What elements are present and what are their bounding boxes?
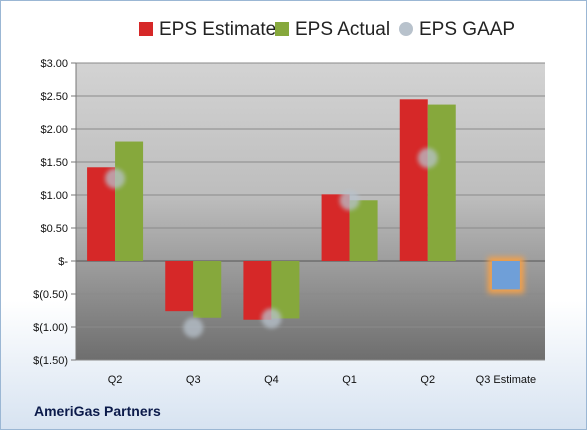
gaap-point (261, 308, 282, 329)
gaap-point (183, 317, 204, 338)
y-tick-label: $(0.50) (33, 289, 68, 301)
y-axis-ticks: $3.00 $2.50 $2.00 $1.50 $1.00 $0.50 $- $(0.50) $… (33, 58, 77, 367)
bars (87, 99, 524, 320)
eps-chart: $3.00 $2.50 $2.00 $1.50 $1.00 $0.50 $- $(0.50) $… (33, 58, 545, 386)
x-axis-ticks: Q2 Q3 Q4 Q1 Q2 Q3 Estimate (108, 374, 536, 386)
y-tick-label: $(1.50) (33, 355, 68, 367)
y-tick-label: $0.50 (40, 223, 68, 235)
gaap-point (417, 148, 438, 169)
x-tick-label: Q1 (342, 374, 357, 386)
gaap-markers (105, 148, 438, 338)
bar-actual (271, 261, 300, 319)
legend-label-gaap: EPS GAAP (419, 19, 516, 40)
x-tick-label: Q3 Estimate (476, 374, 537, 386)
legend-swatch-gaap (399, 22, 413, 36)
plot-area (76, 63, 545, 360)
bar-actual (193, 261, 222, 318)
legend-swatch-actual (275, 22, 289, 36)
y-tick-label: $1.00 (40, 190, 68, 202)
bar-estimate (399, 99, 428, 261)
y-tick-label: $2.50 (40, 91, 68, 103)
bar-actual (427, 104, 456, 261)
legend-label-estimate: EPS Estimate (159, 19, 277, 40)
company-name: AmeriGas Partners (34, 403, 161, 419)
bar-estimate-future (491, 261, 520, 290)
bar-estimate (165, 261, 194, 312)
legend-swatch-estimate (139, 22, 153, 36)
gaap-point (339, 190, 360, 211)
gridlines (76, 62, 545, 361)
y-tick-label: $- (58, 256, 68, 268)
y-tick-label: $1.50 (40, 157, 68, 169)
legend: EPS Estimate EPS Actual EPS GAAP (1, 9, 587, 49)
y-tick-label: $3.00 (40, 58, 68, 70)
bar-actual (349, 200, 378, 261)
y-tick-label: $2.00 (40, 124, 68, 136)
legend-label-actual: EPS Actual (295, 19, 391, 40)
x-tick-label: Q2 (108, 374, 123, 386)
bar-actual (115, 141, 144, 261)
gaap-point (105, 168, 126, 189)
y-tick-label: $(1.00) (33, 322, 68, 334)
x-tick-label: Q4 (264, 374, 279, 386)
x-tick-label: Q2 (420, 374, 435, 386)
x-tick-label: Q3 (186, 374, 201, 386)
